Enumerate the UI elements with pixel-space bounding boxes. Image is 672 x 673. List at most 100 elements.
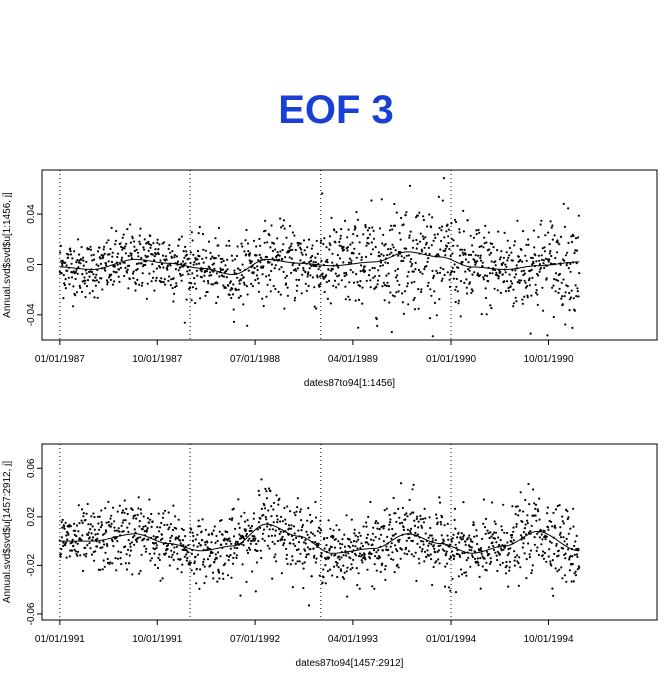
data-point: [546, 334, 549, 337]
data-point: [350, 563, 353, 566]
data-point: [281, 535, 284, 539]
data-point: [182, 544, 185, 547]
data-point: [69, 525, 72, 528]
data-point: [364, 224, 367, 227]
data-point: [193, 282, 196, 285]
data-point: [549, 220, 552, 223]
data-point: [507, 256, 510, 259]
data-point: [413, 296, 416, 300]
data-points: [58, 478, 581, 607]
data-point: [372, 229, 375, 232]
data-point: [504, 271, 507, 274]
data-point: [181, 260, 185, 263]
data-point: [372, 526, 375, 529]
data-point: [481, 261, 484, 264]
data-point: [446, 223, 449, 226]
data-point: [132, 517, 135, 520]
data-point: [135, 517, 138, 520]
data-point: [484, 224, 487, 227]
data-point: [321, 581, 324, 584]
data-point: [190, 528, 193, 531]
data-point: [358, 552, 362, 555]
data-point: [352, 233, 355, 236]
data-point: [357, 298, 361, 301]
data-point: [514, 273, 518, 276]
data-point: [447, 586, 450, 589]
data-point: [332, 529, 335, 532]
data-point: [403, 290, 407, 293]
data-point: [410, 527, 413, 530]
data-point: [461, 573, 464, 576]
data-point: [115, 230, 118, 233]
data-point: [428, 213, 431, 216]
data-point: [499, 270, 502, 274]
data-point: [326, 258, 329, 261]
data-point: [346, 236, 349, 239]
data-point: [417, 288, 420, 291]
data-point: [452, 277, 455, 280]
data-point: [329, 243, 332, 247]
data-point: [478, 274, 482, 277]
data-point: [526, 296, 529, 299]
data-point: [129, 241, 132, 244]
data-point: [507, 552, 510, 555]
data-point: [270, 224, 273, 227]
data-point: [473, 271, 476, 274]
data-point: [574, 284, 577, 287]
data-point: [120, 258, 123, 262]
data-point: [166, 268, 169, 271]
data-point: [78, 259, 81, 262]
data-point: [303, 249, 306, 252]
data-point: [448, 557, 451, 561]
data-point: [380, 533, 383, 536]
data-point: [465, 559, 468, 562]
data-point: [168, 555, 171, 558]
data-point: [578, 272, 581, 275]
data-point: [257, 282, 260, 285]
data-point: [390, 537, 393, 540]
data-point: [513, 559, 516, 562]
data-point: [551, 224, 554, 227]
data-point: [435, 517, 438, 520]
data-point: [430, 543, 433, 546]
data-point: [522, 230, 525, 233]
data-point: [484, 296, 488, 300]
data-point: [400, 482, 403, 485]
data-point: [516, 281, 519, 284]
data-point: [319, 283, 322, 286]
data-point: [453, 218, 457, 221]
data-point: [223, 537, 226, 540]
data-point: [190, 299, 193, 302]
data-point: [402, 312, 405, 315]
data-point: [551, 238, 554, 241]
data-point: [99, 262, 102, 265]
data-point: [449, 273, 452, 276]
data-point: [441, 225, 444, 228]
data-point: [273, 267, 276, 270]
data-point: [252, 239, 256, 242]
data-point: [549, 520, 553, 523]
data-point: [438, 562, 441, 565]
data-point: [77, 530, 80, 533]
data-point: [107, 239, 110, 242]
data-point: [134, 531, 137, 534]
data-point: [232, 556, 235, 560]
y-tick-label: -0.06: [26, 602, 37, 625]
data-point: [190, 552, 193, 556]
data-point: [491, 242, 494, 245]
data-point: [528, 556, 532, 559]
data-point: [574, 540, 577, 543]
data-point: [344, 298, 347, 301]
data-point: [386, 535, 389, 539]
plot-frame: [41, 169, 658, 341]
data-point: [94, 533, 97, 536]
data-point: [218, 577, 221, 580]
data-point: [337, 555, 341, 558]
data-point: [147, 249, 150, 252]
data-point: [406, 282, 409, 285]
data-point: [420, 524, 423, 528]
data-point: [257, 259, 260, 262]
data-point: [355, 256, 358, 259]
data-point: [177, 244, 180, 247]
